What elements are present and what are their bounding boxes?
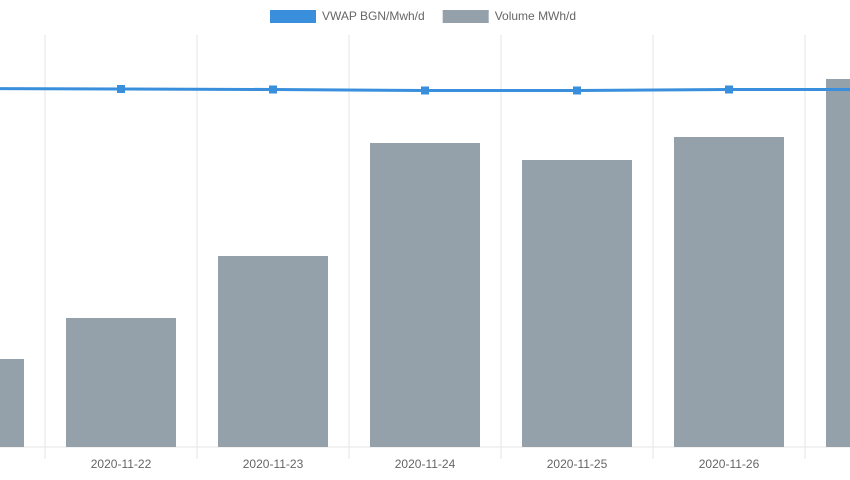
- x-tick-label: 2020-11-23: [243, 457, 304, 471]
- legend-swatch: [442, 10, 489, 23]
- bar: [0, 359, 24, 447]
- point: [725, 85, 733, 94]
- x-tick-label: 2020-11-24: [395, 457, 456, 471]
- x-tick-label: 2020-11-26: [699, 457, 760, 471]
- point: [573, 86, 581, 95]
- bar: [674, 137, 784, 447]
- bar: [826, 79, 850, 447]
- bar: [218, 256, 328, 447]
- bar: [370, 143, 480, 447]
- legend-label: VWAP BGN/Mwh/d: [322, 9, 425, 23]
- bar: [522, 160, 632, 447]
- legend-swatch: [270, 10, 316, 23]
- point: [117, 85, 125, 93]
- legend-label: Volume MWh/d: [495, 9, 576, 23]
- bar: [66, 318, 176, 447]
- x-tick-label: 2020-11-25: [547, 457, 608, 471]
- point: [269, 85, 277, 94]
- point: [421, 86, 429, 95]
- x-tick-label: 2020-11-22: [91, 457, 152, 471]
